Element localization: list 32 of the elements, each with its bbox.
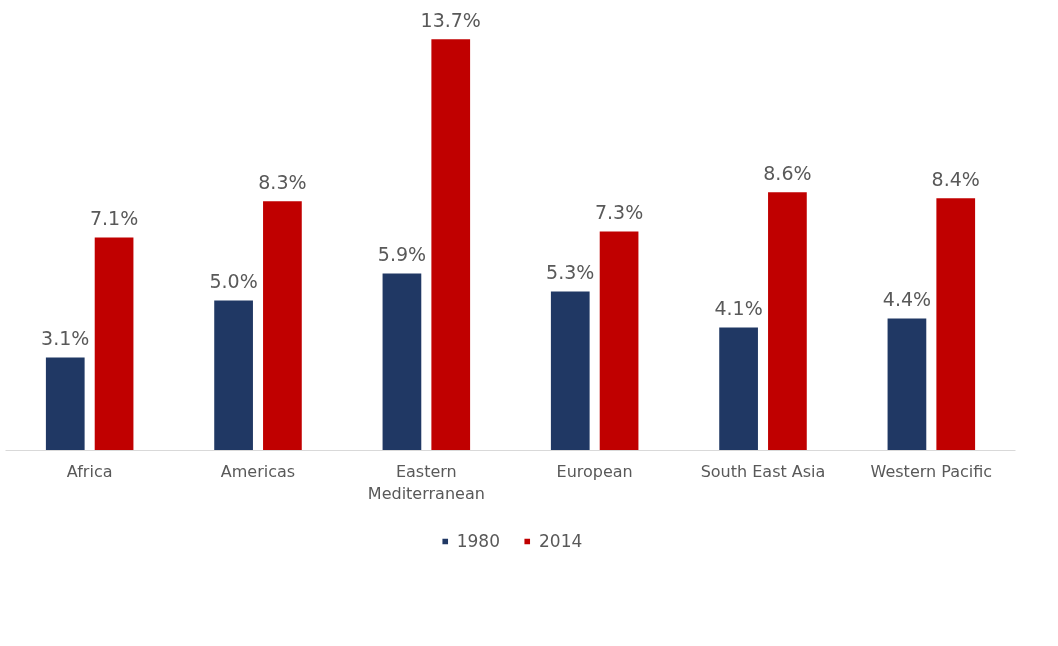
x-tick-label: Western Pacific (870, 461, 993, 481)
bar (431, 39, 471, 451)
data-label: 5.9% (377, 243, 427, 266)
x-tick-label: Africa (66, 461, 113, 481)
legend-label: 1980 (456, 531, 500, 551)
data-label: 8.3% (258, 171, 307, 194)
data-label: 8.6% (763, 162, 812, 185)
legend-label: 2014 (539, 531, 583, 551)
bar (94, 237, 134, 451)
data-label: 5.3% (546, 261, 595, 284)
data-label: 13.7% (420, 9, 481, 32)
bar (599, 231, 639, 451)
x-tick-label: Americas (220, 461, 296, 481)
data-label: 4.1% (714, 297, 763, 320)
bar (936, 198, 976, 451)
x-tick-label: Eastern Mediterranean (367, 461, 485, 504)
bar (382, 273, 422, 451)
data-label: 3.1% (41, 327, 90, 350)
data-label: 8.4% (931, 168, 980, 191)
x-tick-label: South East Asia (700, 461, 826, 481)
bar (214, 300, 253, 451)
data-label: 5.0% (209, 270, 258, 293)
x-tick-label: European (556, 461, 633, 481)
bar (550, 291, 590, 451)
bar (887, 318, 927, 451)
data-label: 4.4% (882, 288, 932, 311)
data-label: 7.1% (89, 207, 139, 230)
bar (719, 327, 758, 451)
data-label: 7.3% (594, 201, 644, 224)
bar (45, 357, 85, 451)
bar (768, 192, 807, 451)
bar (263, 201, 302, 451)
